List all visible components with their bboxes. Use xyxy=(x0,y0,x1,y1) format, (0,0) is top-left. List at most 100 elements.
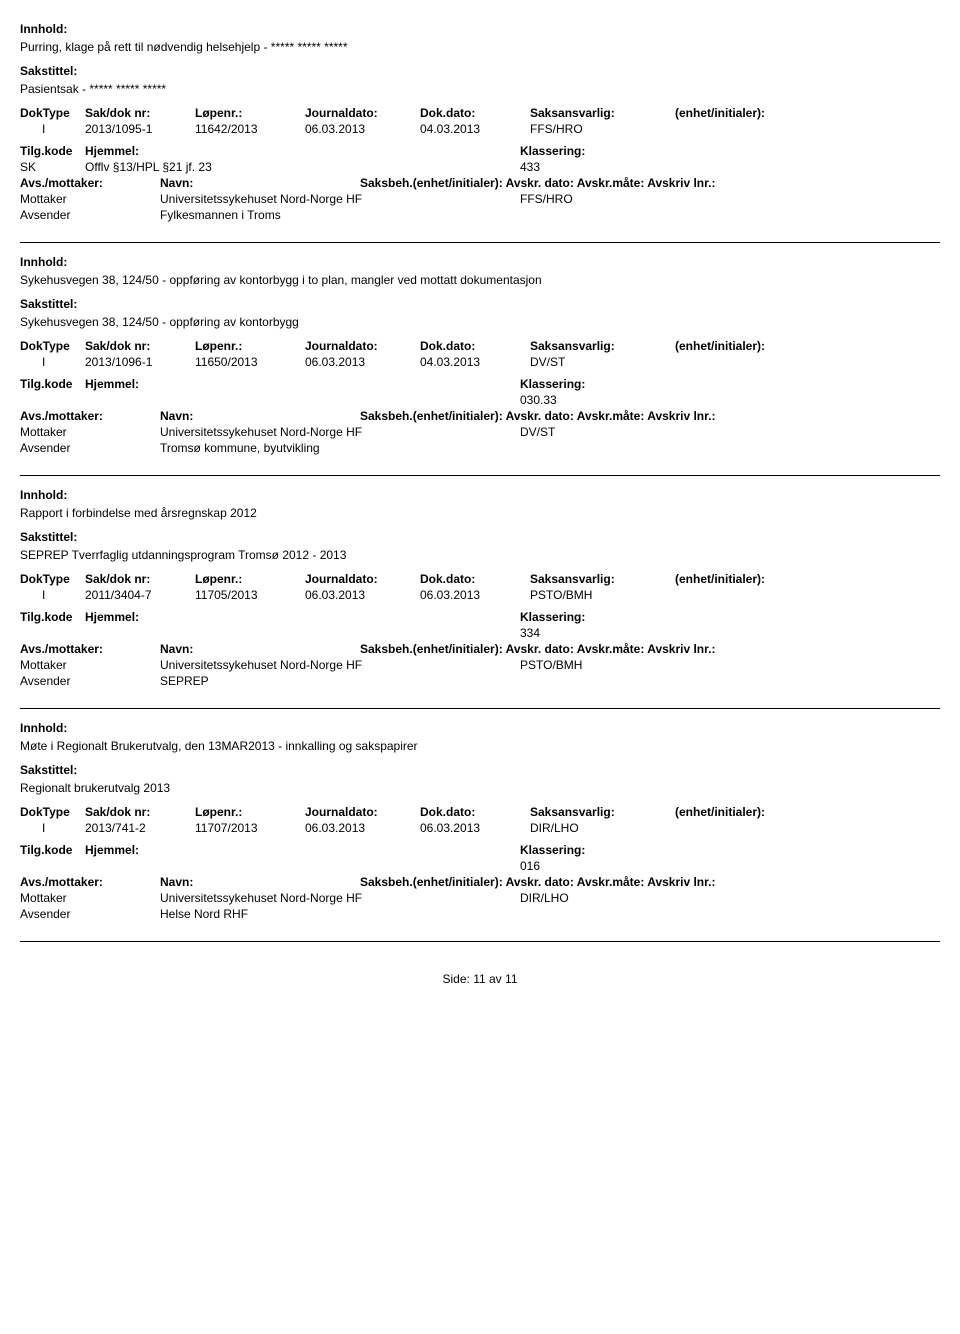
footer-sep: av xyxy=(489,972,502,986)
party-row: Avsender Helse Nord RHF xyxy=(20,907,940,921)
hjemmel-label: Hjemmel: xyxy=(85,610,139,624)
party-code: FFS/HRO xyxy=(520,192,940,206)
hjemmel-label: Hjemmel: xyxy=(85,377,139,391)
tilgkode-header-row: Tilg.kode Hjemmel: Klassering: xyxy=(20,144,940,158)
avskriv-lnr-label: Avskriv lnr.: xyxy=(647,875,715,889)
party-role: Avsender xyxy=(20,907,160,921)
party-name: Universitetssykehuset Nord-Norge HF xyxy=(160,891,520,905)
doktype-label: DokType xyxy=(20,572,85,586)
klassering-value: 433 xyxy=(520,160,940,174)
saknr-label: Sak/dok nr: xyxy=(85,106,195,120)
party-code: PSTO/BMH xyxy=(520,658,940,672)
klassering-label: Klassering: xyxy=(520,144,940,158)
lopenr-label: Løpenr.: xyxy=(195,106,305,120)
enhet-label: (enhet/initialer): xyxy=(675,572,940,586)
doktype-value: I xyxy=(20,821,85,835)
enhet-value xyxy=(675,355,940,369)
navn-label: Navn: xyxy=(160,176,360,190)
meta-header-row: DokType Sak/dok nr: Løpenr.: Journaldato… xyxy=(20,572,940,586)
party-role: Mottaker xyxy=(20,891,160,905)
avs-mottaker-label: Avs./mottaker: xyxy=(20,642,160,656)
saknr-value: 2011/3404-7 xyxy=(85,588,195,602)
klassering-value: 016 xyxy=(520,859,940,873)
saknr-label: Sak/dok nr: xyxy=(85,805,195,819)
saksansvarlig-label: Saksansvarlig: xyxy=(530,572,675,586)
avskr-dato-label: Avskr. dato: xyxy=(506,176,574,190)
innhold-label: Innhold: xyxy=(20,255,940,269)
party-role: Mottaker xyxy=(20,425,160,439)
party-role: Avsender xyxy=(20,441,160,455)
journaldato-label: Journaldato: xyxy=(305,805,420,819)
sakstittel-text: Pasientsak - ***** ***** ***** xyxy=(20,82,940,96)
sakstittel-label: Sakstittel: xyxy=(20,297,940,311)
party-role: Avsender xyxy=(20,208,160,222)
tilgkode-data-row: 030.33 xyxy=(20,393,940,407)
saksansvarlig-value: DV/ST xyxy=(530,355,675,369)
party-code: DIR/LHO xyxy=(520,891,940,905)
avskr-mate-label: Avskr.måte: xyxy=(577,176,645,190)
dokdato-value: 06.03.2013 xyxy=(420,821,530,835)
tilgkode-value xyxy=(20,393,85,407)
sakstittel-label: Sakstittel: xyxy=(20,530,940,544)
footer-current-page: 11 xyxy=(473,972,485,986)
party-row: Mottaker Universitetssykehuset Nord-Norg… xyxy=(20,658,940,672)
party-name: Universitetssykehuset Nord-Norge HF xyxy=(160,425,520,439)
saksansvarlig-label: Saksansvarlig: xyxy=(530,339,675,353)
klassering-value: 030.33 xyxy=(520,393,940,407)
meta-data-row: I 2013/1096-1 11650/2013 06.03.2013 04.0… xyxy=(20,355,940,369)
saksansvarlig-label: Saksansvarlig: xyxy=(530,805,675,819)
tilgkode-label: Tilg.kode xyxy=(20,144,85,158)
avs-header-row: Avs./mottaker: Navn: Saksbeh.(enhet/init… xyxy=(20,409,940,423)
avs-mottaker-label: Avs./mottaker: xyxy=(20,875,160,889)
hjemmel-value: Offlv §13/HPL §21 jf. 23 xyxy=(85,160,212,174)
party-row: Mottaker Universitetssykehuset Nord-Norg… xyxy=(20,891,940,905)
journaldato-label: Journaldato: xyxy=(305,572,420,586)
lopenr-label: Løpenr.: xyxy=(195,339,305,353)
innhold-label: Innhold: xyxy=(20,721,940,735)
party-row: Avsender Tromsø kommune, byutvikling xyxy=(20,441,940,455)
tilgkode-header-row: Tilg.kode Hjemmel: Klassering: xyxy=(20,843,940,857)
meta-data-row: I 2011/3404-7 11705/2013 06.03.2013 06.0… xyxy=(20,588,940,602)
saknr-label: Sak/dok nr: xyxy=(85,572,195,586)
tilgkode-data-row: SK Offlv §13/HPL §21 jf. 23 433 xyxy=(20,160,940,174)
avskr-dato-label: Avskr. dato: xyxy=(506,409,574,423)
avs-rest-labels: Saksbeh.(enhet/initialer): Avskr. dato: … xyxy=(360,642,940,656)
avs-rest-labels: Saksbeh.(enhet/initialer): Avskr. dato: … xyxy=(360,176,940,190)
party-code xyxy=(520,674,940,688)
dokdato-label: Dok.dato: xyxy=(420,805,530,819)
party-code: DV/ST xyxy=(520,425,940,439)
doktype-value: I xyxy=(20,355,85,369)
avs-rest-labels: Saksbeh.(enhet/initialer): Avskr. dato: … xyxy=(360,409,940,423)
party-name: Tromsø kommune, byutvikling xyxy=(160,441,520,455)
party-role: Avsender xyxy=(20,674,160,688)
doktype-label: DokType xyxy=(20,805,85,819)
party-row: Mottaker Universitetssykehuset Nord-Norg… xyxy=(20,425,940,439)
avs-header-row: Avs./mottaker: Navn: Saksbeh.(enhet/init… xyxy=(20,176,940,190)
tilgkode-data-row: 334 xyxy=(20,626,940,640)
tilgkode-label: Tilg.kode xyxy=(20,377,85,391)
journal-record: Innhold: Purring, klage på rett til nødv… xyxy=(20,10,940,243)
saksansvarlig-label: Saksansvarlig: xyxy=(530,106,675,120)
navn-label: Navn: xyxy=(160,642,360,656)
avs-rest-labels: Saksbeh.(enhet/initialer): Avskr. dato: … xyxy=(360,875,940,889)
innhold-label: Innhold: xyxy=(20,22,940,36)
saksansvarlig-value: PSTO/BMH xyxy=(530,588,675,602)
hjemmel-label: Hjemmel: xyxy=(85,843,139,857)
sakstittel-text: SEPREP Tverrfaglig utdanningsprogram Tro… xyxy=(20,548,940,562)
innhold-text: Møte i Regionalt Brukerutvalg, den 13MAR… xyxy=(20,739,940,753)
dokdato-label: Dok.dato: xyxy=(420,106,530,120)
journaldato-value: 06.03.2013 xyxy=(305,122,420,136)
footer-total-pages: 11 xyxy=(505,972,517,986)
party-name: Universitetssykehuset Nord-Norge HF xyxy=(160,658,520,672)
avskr-dato-label: Avskr. dato: xyxy=(506,875,574,889)
dokdato-value: 04.03.2013 xyxy=(420,122,530,136)
doktype-label: DokType xyxy=(20,339,85,353)
lopenr-value: 11707/2013 xyxy=(195,821,305,835)
saksbeh-label: Saksbeh.(enhet/initialer): xyxy=(360,875,503,889)
klassering-label: Klassering: xyxy=(520,610,940,624)
tilgkode-header-row: Tilg.kode Hjemmel: Klassering: xyxy=(20,377,940,391)
saknr-label: Sak/dok nr: xyxy=(85,339,195,353)
tilgkode-header-row: Tilg.kode Hjemmel: Klassering: xyxy=(20,610,940,624)
party-row: Avsender Fylkesmannen i Troms xyxy=(20,208,940,222)
tilgkode-value xyxy=(20,626,85,640)
